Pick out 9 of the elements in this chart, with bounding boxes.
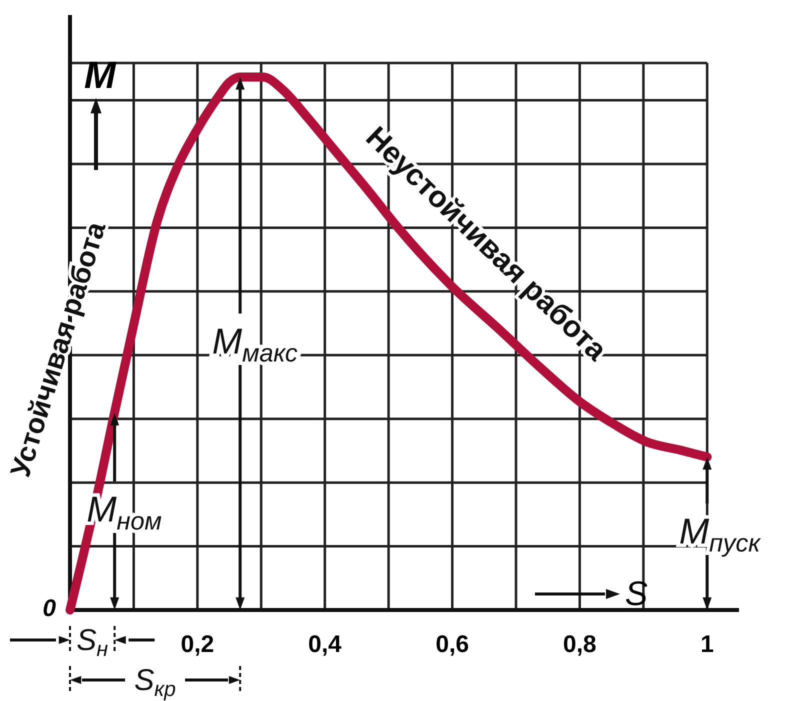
x-tick-label: 0,8 xyxy=(563,631,596,658)
text: S$_{н}$ xyxy=(76,624,109,662)
x-tick-label: 1 xyxy=(700,631,714,658)
text: S$_{кр}$ xyxy=(134,664,176,701)
y-axis-title: M xyxy=(84,55,118,97)
x-tick-label: 0,2 xyxy=(180,631,214,658)
x-tick-label: 0,6 xyxy=(436,631,469,658)
annotation: 0 xyxy=(42,595,57,622)
x-tick-label: 0,4 xyxy=(308,631,342,658)
